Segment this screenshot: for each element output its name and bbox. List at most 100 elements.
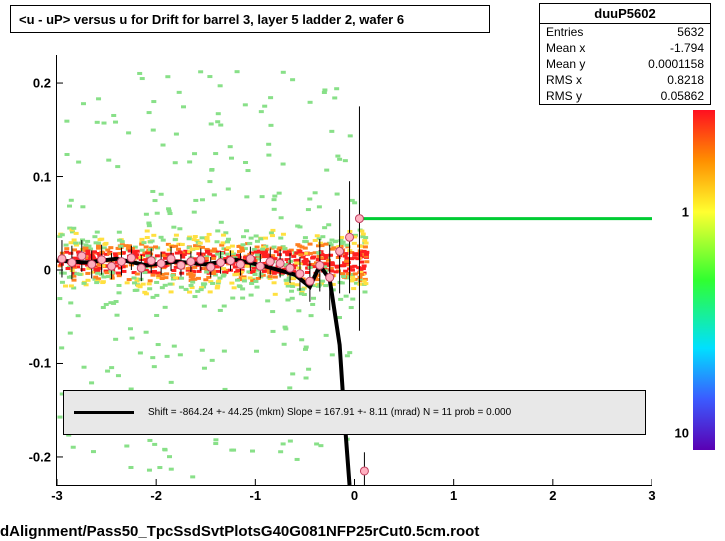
- heatmap-cell: [218, 124, 223, 127]
- fit-line-sample: [74, 411, 134, 414]
- heatmap-cell: [57, 297, 62, 300]
- heatmap-cell: [229, 250, 234, 253]
- heatmap-cell: [96, 245, 101, 248]
- heatmap-cell: [83, 247, 88, 250]
- heatmap-cell: [338, 298, 343, 301]
- heatmap-cell: [111, 114, 116, 117]
- heatmap-cell: [193, 235, 198, 238]
- heatmap-cell: [116, 284, 121, 287]
- heatmap-cell: [358, 276, 363, 279]
- heatmap-cell: [235, 279, 240, 282]
- heatmap-cell: [195, 247, 200, 250]
- heatmap-cell: [190, 275, 195, 278]
- heatmap-cell: [245, 265, 250, 268]
- heatmap-cell: [313, 191, 318, 194]
- heatmap-cell: [289, 290, 294, 293]
- heatmap-cell: [192, 152, 197, 155]
- heatmap-cell: [190, 475, 195, 478]
- heatmap-cell: [67, 276, 72, 279]
- heatmap-cell: [228, 145, 233, 148]
- heatmap-cell: [124, 445, 129, 448]
- heatmap-cell: [270, 229, 275, 232]
- heatmap-cell: [272, 246, 277, 249]
- heatmap-cell: [108, 246, 113, 249]
- heatmap-cell: [144, 331, 149, 334]
- heatmap-cell: [311, 297, 316, 300]
- heatmap-cell: [177, 227, 182, 230]
- heatmap-cell: [118, 245, 123, 248]
- heatmap-cell: [199, 288, 204, 291]
- heatmap-cell: [209, 168, 214, 171]
- heatmap-cell: [271, 330, 276, 333]
- heatmap-cell: [57, 416, 62, 419]
- profile-marker: [355, 215, 363, 223]
- heatmap-cell: [308, 101, 313, 104]
- heatmap-cell: [272, 198, 277, 201]
- heatmap-cell: [82, 282, 87, 285]
- heatmap-cell: [277, 246, 282, 249]
- heatmap-cell: [125, 281, 130, 284]
- heatmap-cell: [348, 134, 353, 137]
- heatmap-cell: [69, 199, 74, 202]
- heatmap-cell: [253, 280, 258, 283]
- heatmap-cell: [72, 238, 77, 241]
- profile-marker: [147, 257, 155, 265]
- stats-value: 0.8218: [667, 73, 704, 87]
- heatmap-cell: [318, 444, 323, 447]
- heatmap-cell: [299, 338, 304, 341]
- colorbar-tick-label: 1: [682, 205, 689, 220]
- heatmap-cell: [284, 282, 289, 285]
- x-tick-label: -3: [51, 488, 63, 503]
- heatmap-cell: [147, 282, 152, 285]
- heatmap-cell: [128, 466, 133, 469]
- heatmap-cell: [171, 269, 176, 272]
- heatmap-cell: [322, 226, 327, 229]
- heatmap-cell: [179, 286, 184, 289]
- heatmap-cell: [63, 285, 68, 288]
- heatmap-cell: [146, 222, 151, 225]
- heatmap-cell: [172, 345, 177, 348]
- heatmap-cell: [298, 253, 303, 256]
- heatmap-cell: [317, 205, 322, 208]
- stats-value: 5632: [677, 25, 704, 39]
- profile-marker: [137, 264, 145, 272]
- heatmap-cell: [141, 283, 146, 286]
- heatmap-cell: [335, 265, 340, 268]
- heatmap-cell: [202, 367, 207, 370]
- heatmap-cell: [308, 243, 313, 246]
- heatmap-cell: [73, 242, 78, 245]
- heatmap-cell: [328, 254, 333, 257]
- heatmap-cell: [310, 303, 315, 306]
- heatmap-cell: [155, 212, 160, 215]
- heatmap-cell: [260, 248, 265, 251]
- heatmap-cell: [152, 365, 157, 368]
- stats-row-meanx: Mean x -1.794: [540, 40, 710, 56]
- heatmap-cell: [254, 251, 259, 254]
- heatmap-cell: [215, 286, 220, 289]
- heatmap-cell: [213, 442, 218, 445]
- heatmap-cell: [207, 180, 212, 183]
- heatmap-cell: [255, 286, 260, 289]
- heatmap-cell: [151, 234, 156, 237]
- heatmap-cell: [235, 70, 240, 73]
- heatmap-cell: [254, 350, 259, 353]
- heatmap-cell: [116, 272, 121, 275]
- heatmap-cell: [64, 120, 69, 123]
- heatmap-cell: [200, 349, 205, 352]
- heatmap-cell: [151, 129, 156, 132]
- heatmap-cell: [192, 211, 197, 214]
- heatmap-cell: [160, 286, 165, 289]
- profile-marker: [296, 270, 304, 278]
- heatmap-cell: [230, 297, 235, 300]
- heatmap-cell: [299, 292, 304, 295]
- heatmap-cell: [307, 263, 312, 266]
- heatmap-cell: [350, 298, 355, 301]
- x-tick-label: -2: [150, 488, 162, 503]
- heatmap-cell: [344, 260, 349, 263]
- heatmap-cell: [320, 280, 325, 283]
- heatmap-cell: [299, 246, 304, 249]
- profile-marker: [207, 263, 215, 271]
- heatmap-cell: [179, 277, 184, 280]
- heatmap-cell: [324, 262, 329, 265]
- heatmap-cell: [65, 153, 70, 156]
